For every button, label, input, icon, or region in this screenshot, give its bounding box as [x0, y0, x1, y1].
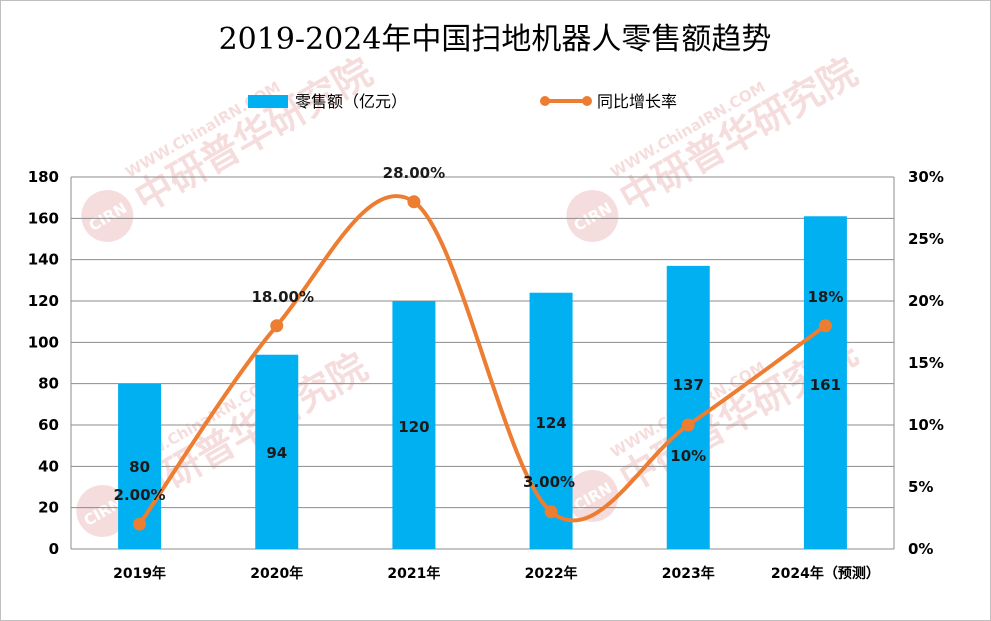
x-tick-label: 2023年: [662, 565, 715, 582]
watermark-logo: [566, 190, 619, 242]
gridlines: [71, 176, 894, 550]
y-right-tick-label: 10%: [908, 416, 944, 434]
y-right-tick-label: 5%: [908, 478, 933, 496]
legend-label-bar: 零售额（亿元）: [295, 92, 407, 111]
bar-data-label: 124: [535, 414, 566, 432]
line-point: [133, 517, 147, 531]
growth-rate-line: [137, 194, 827, 526]
bar-data-label: 80: [129, 458, 150, 476]
y-right-tick-label: 25%: [908, 230, 944, 248]
bar-data-label: 94: [266, 444, 287, 462]
watermark-logo: [76, 485, 129, 537]
x-tick-label: 2020年: [250, 565, 303, 582]
line-series: [133, 194, 832, 531]
bar-series: [118, 216, 847, 549]
y-right-tick-label: 15%: [908, 354, 944, 372]
line-data-label: 28.00%: [383, 164, 445, 182]
legend-marker-line: [540, 96, 550, 106]
y-left-tick-label: 180: [28, 168, 59, 186]
y-left-tick-label: 0: [49, 540, 59, 558]
line-point: [681, 418, 695, 432]
legend-label-line: 同比增长率: [597, 92, 677, 111]
x-tick-label: 2024年（预测）: [771, 565, 880, 582]
legend-swatch-bar: [248, 95, 288, 108]
y-right-tick-label: 0%: [908, 540, 933, 558]
y-right-tick-label: 30%: [908, 168, 944, 186]
bar-data-label: 120: [398, 418, 429, 436]
line-point: [270, 319, 284, 333]
line-data-label: 2.00%: [114, 486, 166, 504]
line-data-label: 18.00%: [252, 288, 314, 306]
line-point: [407, 195, 421, 209]
data-labels: 80 94 120 124 137 161 2.00% 18.00% 28.00% 3.00% 10…: [114, 164, 844, 504]
axes: 0 20 40 60 80 100 120 140 160 180 0% 5% 10% 15% 20% 25%…: [28, 168, 944, 582]
line-data-label: 10%: [670, 447, 706, 465]
y-left-tick-label: 140: [28, 251, 59, 269]
y-left-tick-label: 160: [28, 209, 59, 227]
y-left-tick-label: 120: [28, 292, 59, 310]
x-tick-label: 2021年: [387, 565, 440, 582]
chart-title: 2019-2024年中国扫地机器人零售额趋势: [219, 22, 772, 57]
y-left-tick-label: 100: [28, 333, 59, 351]
y-left-tick-label: 60: [38, 416, 59, 434]
line-data-label: 18%: [807, 288, 843, 306]
y-left-tick-label: 40: [38, 457, 59, 475]
y-left-tick-label: 80: [38, 375, 59, 393]
bar: [803, 216, 847, 549]
bar-data-label: 137: [673, 376, 704, 394]
legend: 零售额（亿元） 同比增长率: [248, 92, 677, 111]
watermark-logo: [81, 190, 134, 242]
line-point: [544, 505, 558, 519]
line-point: [818, 319, 832, 333]
y-left-tick-label: 20: [38, 499, 59, 517]
x-tick-label: 2019年: [113, 565, 166, 582]
watermark-org: 中研普华研究院: [127, 50, 379, 221]
bar-data-label: 161: [810, 376, 841, 394]
watermark-org: 中研普华研究院: [612, 50, 864, 221]
x-tick-label: 2022年: [525, 565, 578, 582]
bar: [392, 301, 436, 549]
bar: [666, 265, 710, 549]
legend-marker-line: [582, 96, 592, 106]
line-data-label: 3.00%: [523, 473, 575, 491]
bar: [255, 354, 299, 549]
y-right-tick-label: 20%: [908, 292, 944, 310]
